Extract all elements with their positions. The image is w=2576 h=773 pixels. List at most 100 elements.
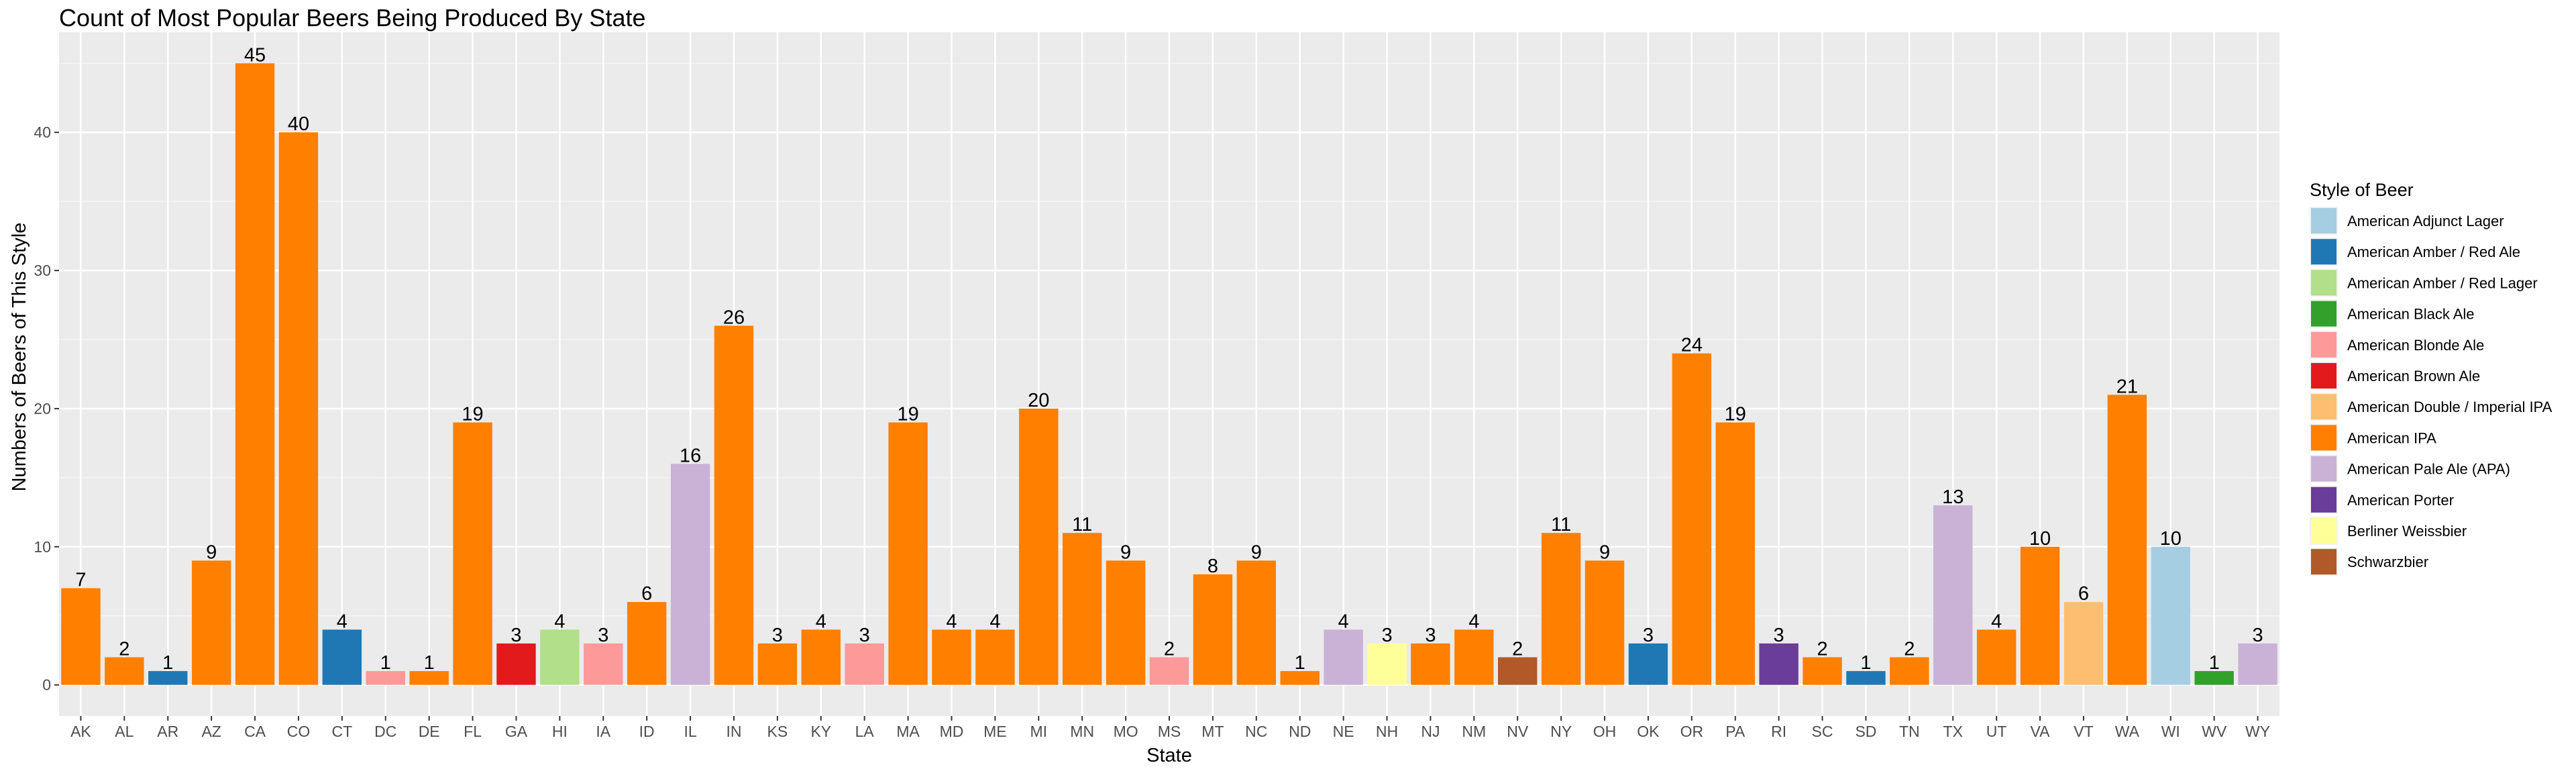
x-tick-label-sc: SC [1812, 723, 1833, 740]
legend-label-american-ipa: American IPA [2347, 429, 2436, 446]
y-axis: 0 10 20 30 40 [34, 123, 59, 694]
legend-swatch-schwarzbier [2311, 549, 2337, 575]
bar-il [670, 464, 710, 685]
bar-label-la: 3 [859, 625, 870, 646]
bar-ak [61, 588, 101, 685]
x-tick-label-or: OR [1680, 723, 1704, 740]
bar-label-nd: 1 [1295, 652, 1305, 674]
bar-label-ri: 3 [1774, 625, 1784, 646]
legend-swatch-american-adjunct-lager [2311, 208, 2337, 234]
bar-co [278, 132, 319, 685]
bar-label-mn: 11 [1072, 514, 1092, 535]
legend-swatch-american-amber-red-lager [2311, 270, 2337, 296]
bar-label-nv: 2 [1512, 639, 1523, 660]
x-tick-label-ct: CT [332, 723, 353, 740]
x-tick-label-fl: FL [464, 723, 482, 740]
bar-label-dc: 1 [380, 652, 391, 674]
bar-de [409, 671, 449, 685]
bar-tn [1890, 657, 1929, 685]
x-tick-label-wi: WI [2161, 723, 2180, 740]
bar-me [975, 629, 1015, 685]
x-tick-label-md: MD [940, 723, 964, 740]
x-tick-label-az: AZ [201, 723, 221, 740]
legend-label-american-brown-ale: American Brown Ale [2347, 368, 2480, 384]
x-tick-label-ks: KS [767, 723, 788, 740]
x-tick-label-me: ME [983, 723, 1007, 740]
bar-label-ct: 4 [337, 611, 347, 632]
y-tick-label: 20 [34, 400, 51, 417]
bar-ne [1324, 629, 1363, 685]
bar-label-ny: 11 [1551, 514, 1571, 535]
bar-label-ma: 19 [897, 404, 918, 425]
y-tick-label: 40 [34, 123, 51, 141]
bar-label-co: 40 [288, 113, 309, 135]
bar-label-wa: 21 [2116, 376, 2138, 397]
legend-label-american-double-imperial-ipa: American Double / Imperial IPA [2347, 399, 2553, 415]
x-tick-label-ga: GA [505, 723, 528, 740]
bar-ut [1976, 629, 2017, 685]
bar-label-in: 26 [723, 307, 745, 328]
x-tick-label-in: IN [726, 723, 741, 740]
legend-items: American Adjunct Lager American Amber / R… [2310, 207, 2553, 576]
x-tick-label-nd: ND [1289, 723, 1311, 740]
legend-swatch-american-amber-red-ale [2311, 239, 2337, 265]
x-tick-label-hi: HI [552, 723, 568, 740]
bar-label-sd: 1 [1860, 652, 1871, 674]
bar-mn [1062, 533, 1102, 685]
bar-label-id: 6 [641, 583, 652, 605]
legend-label-american-porter: American Porter [2347, 492, 2454, 509]
legend-label-american-amber-red-ale: American Amber / Red Ale [2347, 244, 2520, 260]
bar-label-ga: 3 [511, 625, 521, 646]
bar-ma [888, 422, 928, 685]
x-tick-label-vt: VT [2074, 723, 2093, 740]
bar-hi [540, 629, 580, 685]
legend-label-american-adjunct-lager: American Adjunct Lager [2347, 213, 2504, 229]
y-tick-label: 30 [34, 262, 51, 279]
x-axis-title: State [1146, 745, 1192, 766]
x-tick-label-ok: OK [1637, 723, 1660, 740]
bar-wv [2194, 671, 2234, 685]
x-tick-label-dc: DC [374, 723, 396, 740]
bar-nh [1367, 643, 1407, 685]
bar-label-al: 2 [119, 639, 129, 660]
x-tick-label-tn: TN [1899, 723, 1920, 740]
legend-swatch-american-blonde-ale [2311, 331, 2337, 358]
bar-ok [1628, 643, 1668, 685]
legend-label-schwarzbier: Schwarzbier [2347, 554, 2428, 570]
bar-label-wi: 10 [2160, 528, 2182, 550]
x-tick-label-mi: MI [1030, 723, 1048, 740]
bar-in [714, 325, 754, 685]
bar-label-nm: 4 [1468, 611, 1479, 632]
x-tick-label-id: ID [639, 723, 655, 740]
bar-oh [1585, 560, 1625, 685]
bar-ks [757, 643, 798, 685]
legend-swatch-american-ipa [2311, 425, 2337, 451]
bar-wy [2238, 643, 2277, 685]
legend-swatch-american-double-imperial-ipa [2311, 394, 2337, 420]
bar-va [2020, 546, 2060, 685]
bar-ct [322, 629, 362, 685]
bar-label-ms: 2 [1164, 639, 1175, 660]
x-tick-label-ky: KY [810, 723, 831, 740]
bar-label-or: 24 [1681, 335, 1703, 356]
x-tick-label-ak: AK [70, 723, 91, 740]
bar-or [1672, 353, 1712, 685]
bar-fl [453, 422, 492, 685]
x-tick-label-sd: SD [1855, 723, 1876, 740]
x-tick-label-de: DE [419, 723, 440, 740]
x-tick-label-wy: WY [2245, 723, 2270, 740]
x-tick-label-ri: RI [1771, 723, 1786, 740]
bar-label-wy: 3 [2252, 625, 2263, 646]
x-tick-label-nh: NH [1376, 723, 1398, 740]
legend-label-american-amber-red-lager: American Amber / Red Lager [2347, 274, 2538, 291]
x-tick-label-mt: MT [1201, 723, 1224, 740]
bar-label-oh: 9 [1599, 542, 1610, 563]
bar-label-nj: 3 [1425, 625, 1436, 646]
bar-ar [148, 671, 188, 685]
bar-md [932, 629, 971, 685]
bar-vt [2063, 602, 2104, 685]
bar-az [191, 560, 231, 685]
bar-label-hi: 4 [554, 611, 565, 632]
bar-nj [1411, 643, 1450, 685]
